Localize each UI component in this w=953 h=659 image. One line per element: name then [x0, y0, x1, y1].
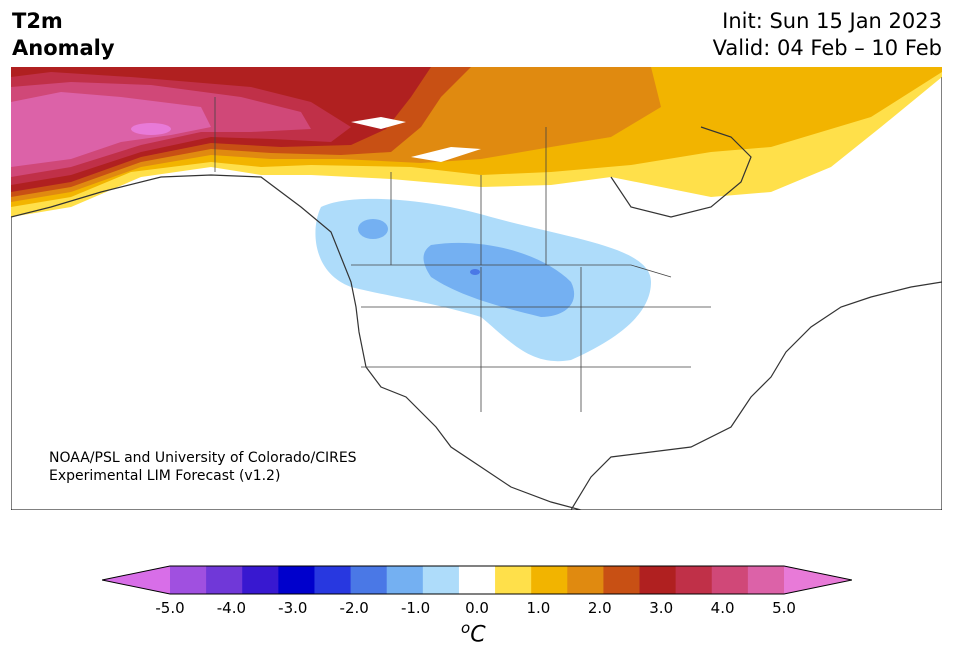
valid-range: Valid: 04 Feb – 10 Feb	[712, 36, 942, 60]
coastlines	[11, 126, 942, 510]
colorbar-segment	[639, 566, 677, 594]
cold-peak	[470, 269, 480, 275]
state-borders	[361, 267, 711, 412]
great-lakes-canada	[351, 117, 481, 162]
colorbar-segment	[495, 566, 532, 594]
colorbar-segment	[278, 566, 315, 594]
east-coast	[570, 281, 942, 510]
title-type: Anomaly	[12, 36, 115, 60]
colorbar-tick-label: 5.0	[772, 599, 796, 617]
colorbar-tick-label: -1.0	[400, 599, 431, 617]
warm-band-8	[11, 92, 211, 167]
credit-line-1: NOAA/PSL and University of Colorado/CIRE…	[49, 450, 357, 466]
colorbar-unit: oC	[461, 619, 486, 647]
colorbar-extend-high	[784, 566, 852, 594]
colorbar-segment	[242, 566, 279, 594]
west-coast	[11, 174, 582, 510]
colorbar-segment	[170, 566, 207, 594]
colorbar-tick-label: -5.0	[155, 599, 185, 617]
colorbar-segment	[206, 566, 243, 594]
warm-peak	[131, 123, 171, 135]
anomaly-map	[11, 67, 942, 510]
colorbar-segment	[531, 566, 568, 594]
colorbar-tick-label: 2.0	[587, 599, 612, 617]
colorbar-extend-low	[102, 566, 170, 594]
colorbar-tick-label: -3.0	[278, 599, 308, 617]
colorbar-segment	[422, 566, 460, 594]
colorbar-ticks: -5.0 -4.0 -3.0 -2.0 -1.0 0.0 1.0 2.0 3.0 4.0 5.0	[0, 599, 953, 619]
colorbar-segment	[675, 566, 713, 594]
colorbar-segment	[603, 566, 641, 594]
colorbar-tick-label: 3.0	[649, 599, 674, 617]
colorbar-segment	[458, 566, 496, 594]
colorbar-segment	[386, 566, 424, 594]
colorbar-tick-label: 1.0	[526, 599, 551, 617]
political-borders	[214, 97, 711, 412]
colorbar-segment	[747, 566, 785, 594]
cold-anomaly-fill	[315, 198, 651, 362]
forecast-dates: Init: Sun 15 Jan 2023 Valid: 04 Feb – 10…	[713, 8, 942, 62]
colorbar-outline	[102, 565, 852, 595]
title-variable: T2m	[12, 9, 63, 33]
warm-anomaly-fill	[11, 67, 942, 217]
hudson-bay	[610, 126, 752, 218]
province-borders	[390, 127, 547, 265]
colorbar	[102, 565, 852, 595]
colorbar-tick-label: 0.0	[465, 599, 489, 617]
us-canada-border	[351, 264, 672, 278]
unit-base: C	[470, 622, 486, 648]
colorbar-tick-label: 4.0	[710, 599, 735, 617]
colorbar-segment	[711, 566, 749, 594]
cold-band-2b	[358, 219, 388, 239]
colorbar-tick-label: -4.0	[216, 599, 247, 617]
init-date: Init: Sun 15 Jan 2023	[722, 9, 942, 33]
cold-band-2	[423, 242, 575, 317]
credit-text: NOAA/PSL and University of Colorado/CIRE…	[49, 449, 357, 485]
colorbar-segment	[314, 566, 352, 594]
map-title: T2m Anomaly	[12, 8, 115, 62]
colorbar-segment	[350, 566, 388, 594]
credit-line-2: Experimental LIM Forecast (v1.2)	[49, 468, 281, 484]
unit-superscript: o	[461, 619, 471, 637]
colorbar-segment	[567, 566, 604, 594]
colorbar-tick-label: -2.0	[339, 599, 369, 617]
